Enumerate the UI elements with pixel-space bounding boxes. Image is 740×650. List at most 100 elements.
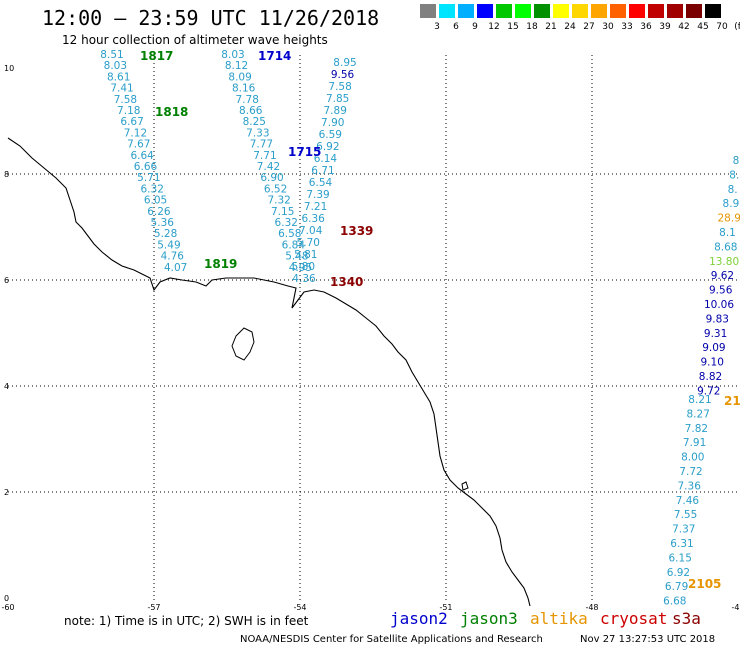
- scale-label: 33: [621, 22, 633, 32]
- wave-height-value: 5.48: [285, 251, 308, 263]
- wave-height-value: 5.80: [292, 261, 315, 273]
- track-values: 8.518.038.617.417.587.186.677.127.676.64…: [100, 49, 740, 608]
- pass-label: 1340: [330, 275, 363, 289]
- x-tick-label: -60: [1, 603, 14, 612]
- wave-height-value: 8.95: [333, 57, 356, 69]
- scale-label: 6: [453, 22, 459, 32]
- x-tick-label: -45: [731, 603, 740, 612]
- scale-label: 30: [602, 22, 614, 32]
- wave-height-value: 8.82: [699, 371, 722, 383]
- wave-height-value: 28.9: [718, 213, 740, 225]
- axis-labels: -60 -57 -54 -51 -48 -45 0 2 4 6 8 10: [1, 64, 740, 612]
- wave-height-value: 9.83: [706, 313, 729, 325]
- scale-label: 39: [659, 22, 671, 32]
- scale-swatch: [439, 4, 455, 18]
- x-tick-label: -57: [147, 603, 160, 612]
- pass-label: 1714: [258, 49, 291, 63]
- wave-height-value: 6.52: [264, 183, 287, 195]
- wave-height-value: 7.04: [299, 225, 323, 237]
- wave-height-value: 8.61: [107, 71, 130, 83]
- wave-height-value: 6.59: [319, 129, 342, 141]
- scale-label: 70: [716, 22, 728, 32]
- wave-height-value: 9.09: [702, 342, 725, 354]
- scale-label: 27: [583, 22, 595, 32]
- scale-swatch: [553, 4, 569, 18]
- wave-height-value: 9.10: [701, 357, 724, 369]
- wave-height-value: 6.36: [301, 213, 325, 225]
- scale-label: 9: [472, 22, 478, 32]
- pass-label: 1818: [155, 105, 188, 119]
- wave-height-value: 8.66: [239, 105, 263, 117]
- wave-height-value: 7.91: [683, 437, 706, 449]
- wave-height-value: 7.82: [685, 423, 708, 435]
- wave-height-value: 7.15: [271, 206, 294, 218]
- wave-height-value: 7.85: [326, 93, 349, 105]
- scale-swatch: [496, 4, 512, 18]
- wave-height-value: 7.18: [117, 105, 140, 117]
- wave-height-value: 6.31: [670, 538, 693, 550]
- wave-height-value: 7.58: [328, 81, 351, 93]
- wave-height-value: 6.71: [311, 165, 334, 177]
- wave-height-value: 6.14: [314, 153, 338, 165]
- wave-height-value: 7.12: [124, 127, 147, 139]
- wave-height-value: 7.67: [127, 139, 150, 151]
- wave-height-value: 6.79: [665, 581, 688, 593]
- scale-swatch: [610, 4, 626, 18]
- wave-height-value: 8.9: [723, 198, 740, 210]
- wave-height-value: 8.27: [687, 408, 710, 420]
- island-outline: [231, 327, 255, 361]
- wave-height-value: 5.28: [154, 228, 177, 240]
- wave-height-value: 7.37: [672, 524, 695, 536]
- legend-altika: altika: [530, 609, 588, 628]
- wave-height-value: 4.36: [292, 273, 316, 285]
- wave-height-value: 6.90: [260, 172, 283, 184]
- wave-height-value: 6.26: [147, 206, 171, 218]
- scale-label: 12: [488, 22, 500, 32]
- wave-height-value: 5.71: [137, 172, 160, 184]
- wave-height-value: 7.89: [324, 105, 347, 117]
- legend-cryosat: cryosat: [600, 609, 668, 628]
- wave-height-value: 7.33: [246, 127, 269, 139]
- wave-height-value: 6.32: [141, 183, 164, 195]
- generated-time: Nov 27 13:27:53 UTC 2018: [580, 634, 716, 645]
- wave-height-value: 6.68: [663, 596, 686, 608]
- wave-height-value: 6.32: [275, 217, 298, 229]
- wave-height-value: 9.56: [331, 69, 355, 81]
- wave-height-value: 9.62: [711, 270, 734, 282]
- wave-height-value: 4.76: [161, 251, 185, 263]
- track-labels: 1817 1818 1819 1714 1715 1339 1340 21 2105: [140, 49, 740, 591]
- wave-height-value: 7.71: [253, 150, 276, 162]
- wave-height-value: 8.12: [225, 60, 248, 72]
- wave-height-value: 7.78: [236, 94, 259, 106]
- scale-label: 15: [507, 22, 519, 32]
- wave-height-value: 6.15: [669, 552, 692, 564]
- y-tick-label: 6: [4, 276, 9, 285]
- wave-height-value: 8.: [728, 184, 738, 196]
- wave-height-value: 4.07: [164, 262, 187, 274]
- pass-label: 1339: [340, 224, 373, 238]
- scale-label: 18: [526, 22, 538, 32]
- wave-height-value: 6.92: [316, 141, 339, 153]
- scale-swatch: [458, 4, 474, 18]
- scale-swatch: [420, 4, 436, 18]
- y-tick-label: 8: [4, 170, 9, 179]
- wave-height-value: 8.16: [232, 83, 256, 95]
- pass-label: 1819: [204, 257, 237, 271]
- scale-label: (ft): [734, 22, 740, 32]
- pass-label: 2105: [688, 577, 721, 591]
- x-tick-label: -54: [293, 603, 306, 612]
- y-tick-label: 10: [4, 64, 14, 73]
- wave-height-value: 7.58: [114, 94, 137, 106]
- y-tick-label: 0: [4, 594, 9, 603]
- wave-height-value: 8: [733, 155, 740, 167]
- scale-swatch: [648, 4, 664, 18]
- wave-height-value: 10.06: [704, 299, 734, 311]
- scale-label: 21: [545, 22, 557, 32]
- wave-height-value: 8.09: [228, 71, 251, 83]
- legend-jason3: jason3: [460, 609, 518, 628]
- scale-swatch: [477, 4, 493, 18]
- wave-height-value: 6.92: [667, 567, 690, 579]
- wave-height-value: 7.46: [676, 495, 700, 507]
- wave-height-value: 7.36: [678, 480, 702, 492]
- wave-height-value: 5.49: [157, 239, 180, 251]
